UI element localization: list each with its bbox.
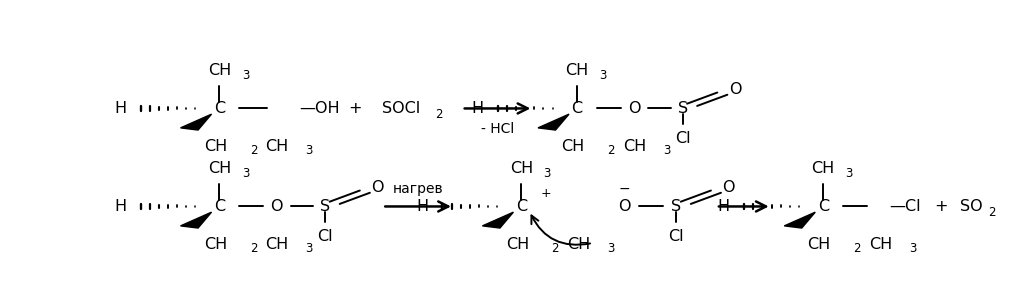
Text: —OH: —OH <box>299 101 339 116</box>
Text: CH: CH <box>265 237 289 252</box>
Text: O: O <box>271 199 283 214</box>
Text: O: O <box>371 181 383 195</box>
Text: H: H <box>114 101 126 116</box>
Polygon shape <box>538 114 569 130</box>
Text: 2: 2 <box>435 108 442 121</box>
Text: H: H <box>114 199 126 214</box>
Polygon shape <box>180 212 211 228</box>
Text: CH: CH <box>812 161 834 176</box>
Text: CH: CH <box>204 139 228 154</box>
Text: H: H <box>718 199 730 214</box>
Text: 3: 3 <box>909 242 916 255</box>
Text: CH: CH <box>509 161 533 176</box>
Text: O: O <box>723 181 735 195</box>
Polygon shape <box>483 212 514 228</box>
Text: Cl: Cl <box>674 131 691 146</box>
Text: C: C <box>214 101 226 116</box>
Text: C: C <box>818 199 829 214</box>
Text: CH: CH <box>623 139 647 154</box>
Text: 3: 3 <box>607 242 615 255</box>
Text: CH: CH <box>869 237 893 252</box>
Text: H: H <box>472 101 484 116</box>
Text: Cl: Cl <box>318 229 333 244</box>
Text: 2: 2 <box>854 242 861 255</box>
Text: CH: CH <box>208 63 231 78</box>
Text: O: O <box>729 83 741 97</box>
Text: −: − <box>619 182 630 196</box>
Text: S: S <box>678 101 688 116</box>
Text: 3: 3 <box>543 167 551 180</box>
Text: 2: 2 <box>250 242 257 255</box>
Text: 2: 2 <box>607 144 615 157</box>
Text: CH: CH <box>568 237 590 252</box>
Text: 3: 3 <box>663 144 670 157</box>
Text: C: C <box>516 199 527 214</box>
Text: 3: 3 <box>305 144 313 157</box>
Text: CH: CH <box>208 161 231 176</box>
Text: O: O <box>618 199 630 214</box>
Text: +: + <box>540 187 551 200</box>
Text: 3: 3 <box>242 69 249 82</box>
Text: SOCl: SOCl <box>382 101 420 116</box>
Text: 2: 2 <box>551 242 559 255</box>
Polygon shape <box>784 212 815 228</box>
Text: 3: 3 <box>242 167 249 180</box>
Text: S: S <box>320 199 330 214</box>
Text: CH: CH <box>265 139 289 154</box>
Text: 3: 3 <box>846 167 853 180</box>
Text: 2: 2 <box>250 144 257 157</box>
Polygon shape <box>180 114 211 130</box>
Text: H: H <box>416 199 428 214</box>
Text: O: O <box>628 101 641 116</box>
Text: C: C <box>214 199 226 214</box>
Text: CH: CH <box>566 63 588 78</box>
Text: C: C <box>571 101 582 116</box>
Text: 3: 3 <box>600 69 607 82</box>
Text: Cl: Cl <box>668 229 684 244</box>
Text: 3: 3 <box>305 242 313 255</box>
Text: нагрев: нагрев <box>393 182 444 196</box>
Text: 2: 2 <box>988 206 996 219</box>
Text: +: + <box>347 101 361 116</box>
Text: S: S <box>671 199 682 214</box>
Text: +: + <box>934 199 947 214</box>
Text: CH: CH <box>505 237 529 252</box>
Text: CH: CH <box>204 237 228 252</box>
Text: CH: CH <box>808 237 831 252</box>
Text: - HCl: - HCl <box>481 122 515 136</box>
Text: —Cl: —Cl <box>889 199 920 214</box>
Text: SO: SO <box>959 199 982 214</box>
Text: CH: CH <box>562 139 584 154</box>
